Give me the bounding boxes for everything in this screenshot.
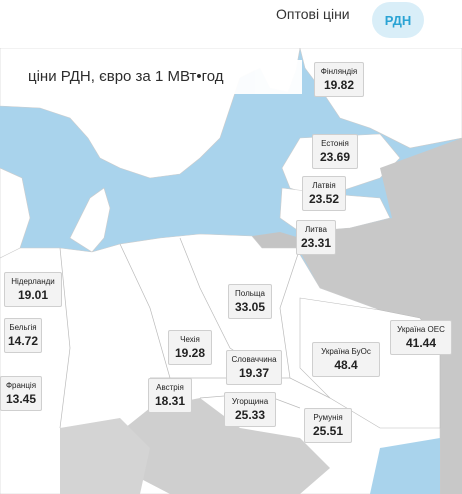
country-name: Естонія	[321, 139, 349, 148]
country-label[interactable]: Нідерланди 19.01	[4, 272, 62, 307]
country-name: Україна ОЕС	[397, 325, 445, 334]
country-label[interactable]: Румунія 25.51	[304, 408, 352, 443]
country-name: Словаччина	[231, 355, 277, 364]
country-label[interactable]: Угорщина 25.33	[224, 392, 276, 427]
country-label[interactable]: Франція 13.45	[0, 376, 42, 411]
country-price: 41.44	[405, 336, 437, 350]
country-name: Україна БуОс	[321, 347, 371, 356]
country-label[interactable]: Литва 23.31	[296, 220, 336, 255]
country-name: Латвія	[312, 181, 336, 190]
country-label[interactable]: Естонія 23.69	[312, 134, 358, 169]
country-label[interactable]: Словаччина 19.37	[226, 350, 282, 385]
country-price: 18.31	[154, 394, 186, 408]
country-label[interactable]: Фінляндія 19.82	[314, 62, 364, 97]
country-price: 25.51	[312, 424, 344, 438]
country-name: Нідерланди	[11, 277, 55, 286]
country-price: 25.33	[234, 408, 266, 422]
country-name: Литва	[305, 225, 327, 234]
tab-rdn[interactable]: РДН	[372, 2, 424, 38]
country-label[interactable]: Польща 33.05	[228, 284, 272, 319]
country-label[interactable]: Австрія 18.31	[148, 378, 192, 413]
europe-map[interactable]: Фінляндія 19.82 Естонія 23.69 Латвія 23.…	[0, 48, 462, 494]
map-background	[0, 48, 462, 494]
country-price: 48.4	[334, 358, 358, 372]
country-price: 33.05	[234, 300, 266, 314]
country-label[interactable]: Латвія 23.52	[302, 176, 346, 211]
country-label[interactable]: Україна БуОс 48.4	[312, 342, 380, 377]
country-label[interactable]: Бельгія 14.72	[4, 318, 42, 353]
top-bar: Оптові ціни РДН	[0, 0, 462, 48]
country-name: Бельгія	[9, 323, 37, 332]
country-name: Угорщина	[231, 397, 269, 406]
country-price: 19.28	[174, 346, 206, 360]
country-name: Фінляндія	[320, 67, 358, 76]
country-label[interactable]: Чехія 19.28	[168, 330, 212, 365]
map-title: ціни РДН, євро за 1 МВт•год	[22, 60, 302, 94]
country-price: 19.37	[238, 366, 270, 380]
country-name: Польща	[235, 289, 265, 298]
country-name: Румунія	[313, 413, 343, 422]
country-name: Франція	[5, 381, 37, 390]
country-price: 19.82	[323, 78, 355, 92]
country-price: 23.52	[308, 192, 340, 206]
country-label[interactable]: Україна ОЕС 41.44	[390, 320, 452, 355]
country-name: Чехія	[180, 335, 200, 344]
country-name: Австрія	[156, 383, 184, 392]
tab-wholesale-prices[interactable]: Оптові ціни	[276, 6, 350, 22]
country-price: 14.72	[7, 334, 39, 348]
country-price: 19.01	[17, 288, 49, 302]
country-price: 13.45	[5, 392, 37, 406]
country-price: 23.69	[319, 150, 351, 164]
country-price: 23.31	[300, 236, 332, 250]
